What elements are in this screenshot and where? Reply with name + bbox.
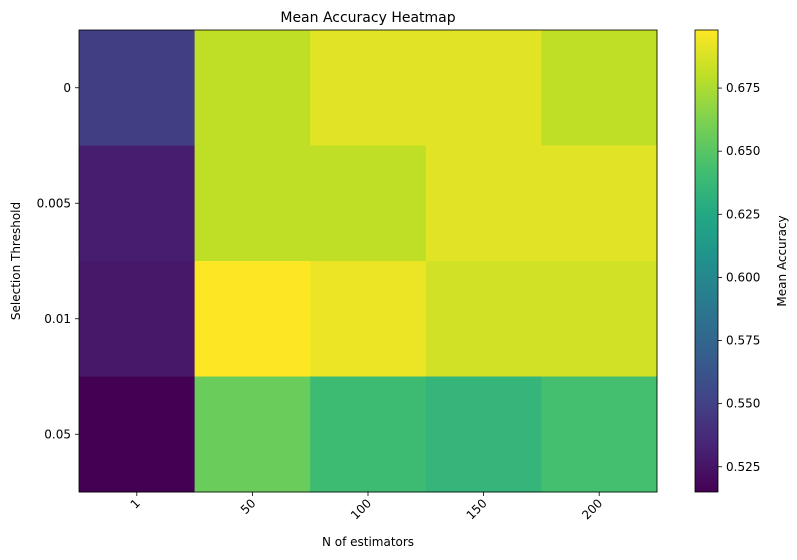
heatmap-cell-r2-c2 <box>310 261 427 377</box>
heatmap-cell-r2-c1 <box>194 261 311 377</box>
heatmap-cell-r0-c1 <box>194 30 311 146</box>
colorbar-label: Mean Accuracy <box>775 215 789 306</box>
heatmap-cell-r1-c1 <box>194 145 311 262</box>
heatmap-cell-r1-c3 <box>425 145 542 262</box>
colorbar-tick-label: 0.625 <box>726 207 760 221</box>
chart-title: Mean Accuracy Heatmap <box>280 10 455 26</box>
x-tick-label: 200 <box>579 496 605 522</box>
heatmap-cell-r2-c3 <box>425 261 542 377</box>
colorbar-tick-label: 0.600 <box>726 270 760 284</box>
heatmap-cell-r3-c0 <box>79 376 196 493</box>
heatmap-cells <box>79 30 658 493</box>
heatmap-cell-r1-c2 <box>310 145 427 262</box>
x-tick-label: 150 <box>464 496 490 522</box>
colorbar-tick-label: 0.675 <box>726 81 760 95</box>
colorbar-tick-label: 0.550 <box>726 397 760 411</box>
colorbar-tick-label: 0.525 <box>726 460 760 474</box>
y-tick-label: 0.005 <box>37 196 71 210</box>
heatmap-cell-r2-c4 <box>541 261 658 377</box>
y-tick-label: 0.01 <box>44 312 71 326</box>
heatmap-cell-r3-c3 <box>425 376 542 493</box>
x-tick-label: 1 <box>128 496 143 511</box>
y-axis-label: Selection Threshold <box>9 202 23 320</box>
heatmap-cell-r0-c2 <box>310 30 427 146</box>
y-axis-ticks: 0 0.005 0.01 0.05 <box>37 81 79 441</box>
x-axis-label: N of estimators <box>322 535 414 549</box>
colorbar-tick-label: 0.650 <box>726 144 760 158</box>
heatmap-cell-r0-c4 <box>541 30 658 146</box>
heatmap-cell-r2-c0 <box>79 261 196 377</box>
x-axis-ticks: 1 50 100 150 200 <box>128 492 605 522</box>
colorbar-ticks: 0.525 0.550 0.575 0.600 0.625 0.650 0.675 <box>718 81 760 474</box>
x-tick-label: 50 <box>238 496 259 517</box>
heatmap-cell-r0-c0 <box>79 30 196 146</box>
heatmap-cell-r3-c1 <box>194 376 311 493</box>
heatmap-cell-r1-c4 <box>541 145 658 262</box>
x-tick-label: 100 <box>348 496 374 522</box>
y-tick-label: 0.05 <box>44 427 71 441</box>
y-tick-label: 0 <box>63 81 71 95</box>
heatmap-cell-r3-c4 <box>541 376 658 493</box>
heatmap-cell-r3-c2 <box>310 376 427 493</box>
colorbar <box>694 29 719 493</box>
heatmap-cell-r0-c3 <box>425 30 542 146</box>
heatmap-cell-r1-c0 <box>79 145 196 262</box>
colorbar-tick-label: 0.575 <box>726 334 760 348</box>
